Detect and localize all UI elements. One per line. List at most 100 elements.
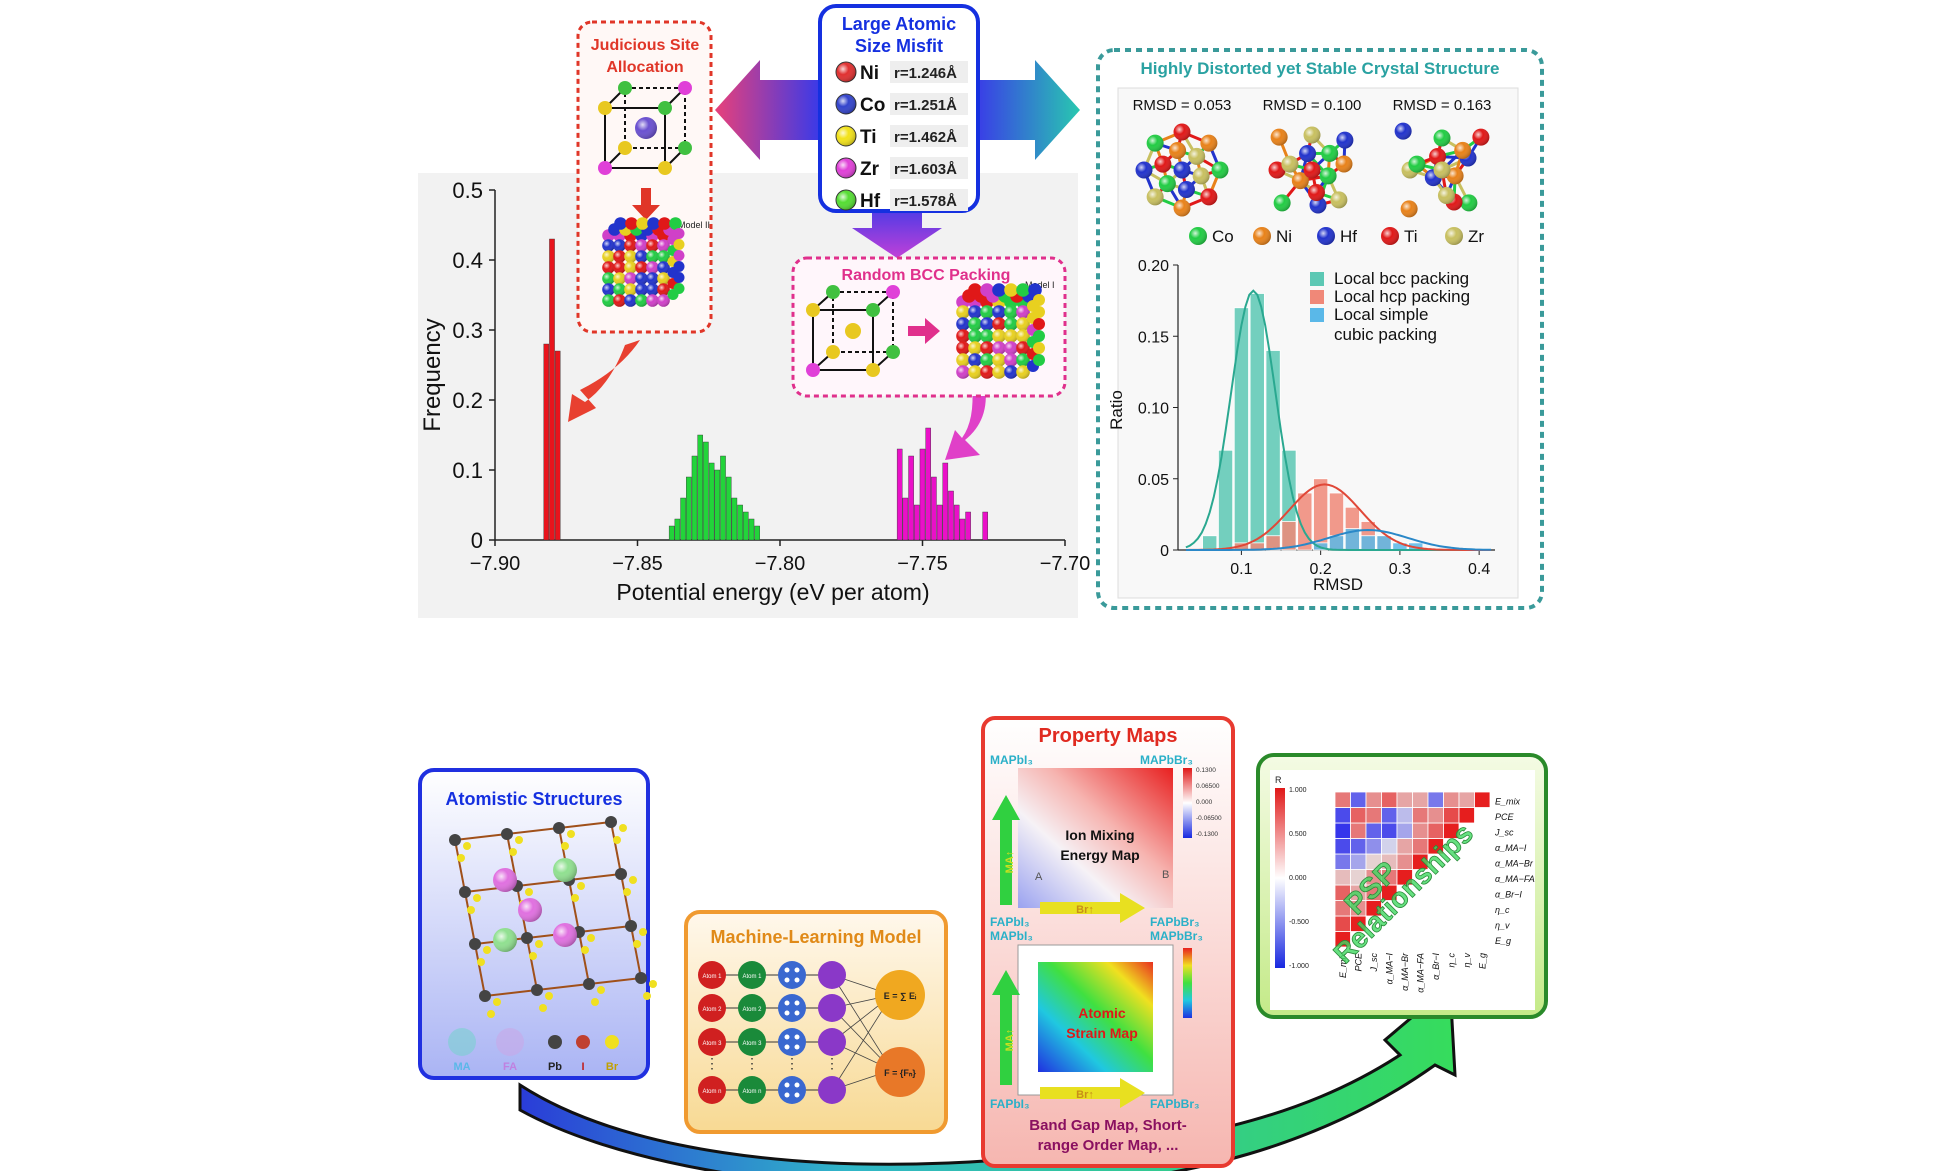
rmsd-fit-curves	[1185, 289, 1491, 551]
atom-shade	[968, 365, 982, 379]
strain-map-title-line1: Atomic	[1078, 1005, 1126, 1021]
pb-atom	[479, 990, 491, 1002]
pb-atom	[469, 938, 481, 950]
descriptor-label: Atom 2	[742, 1007, 762, 1013]
correlation-cell	[1334, 822, 1351, 839]
potential-energy-histogram: 00.10.20.30.40.5 −7.90 −7.85 −7.80 −7.75 −7.…	[419, 178, 1090, 605]
cluster-atom-shade	[1336, 131, 1354, 149]
hidden-dot	[784, 1092, 790, 1098]
hidden-node	[778, 994, 806, 1022]
atom-shade	[602, 283, 615, 296]
correlation-cell	[1350, 838, 1367, 855]
cluster-atom-shade	[1146, 188, 1164, 206]
input-atom-label: Atom n	[702, 1089, 721, 1095]
psp-scale-tick: -1.000	[1289, 963, 1309, 970]
rmsd-legend-label: Local bcc packing	[1334, 269, 1469, 288]
bar-green	[714, 469, 721, 541]
element-dot-shade	[836, 126, 856, 146]
hidden-dot	[784, 967, 790, 973]
atom-shade	[602, 239, 615, 252]
cluster-atom-shade	[1268, 161, 1286, 179]
bar-green	[720, 455, 726, 541]
map2-top-right-label: MAPbBr₃	[1150, 929, 1203, 943]
map1-up-arrow	[992, 795, 1020, 905]
atom-shade	[613, 239, 626, 252]
sc-fit-curve	[1185, 528, 1491, 551]
input-atom-node	[698, 1028, 726, 1056]
radius-cell	[890, 93, 968, 115]
atom-shade	[646, 239, 659, 252]
element-dot-shade	[836, 190, 856, 210]
correlation-cell	[1365, 791, 1382, 808]
legend-atom-label: Hf	[1340, 227, 1357, 246]
bar-green	[686, 476, 692, 541]
rmsd-bar-bcc	[1202, 535, 1218, 551]
atom-shade	[624, 294, 637, 307]
rmsd-x-ticks: 0.1 0.2 0.3 0.4	[1230, 550, 1490, 578]
legend-atom-shade	[1317, 227, 1335, 245]
right-arrow-icon	[908, 318, 940, 344]
map2-top-left-label: MAPbI₃	[990, 929, 1033, 943]
legend-atom-shade	[1445, 227, 1463, 245]
bar-green	[737, 504, 743, 541]
hidden-dot	[794, 1000, 800, 1006]
atom-shade	[646, 294, 659, 307]
neural-network-diagram: Atom 1 Atom 1 Atom 2 Atom 2 Atom 3 Atom 3 Atom…	[698, 961, 925, 1104]
br-atom	[567, 830, 575, 838]
property-footer-line1: Band Gap Map, Short-	[1029, 1117, 1187, 1134]
correlation-cell	[1381, 791, 1398, 808]
energy-map-title-line2: Energy Map	[1060, 847, 1139, 863]
br-atom	[457, 854, 465, 862]
correlation-cell	[1427, 807, 1444, 824]
rmsd-legend-label: Local hcp packing	[1334, 287, 1470, 306]
cluster-atom-shade	[1211, 161, 1229, 179]
atom-shade	[635, 250, 648, 263]
correlation-cell	[1443, 791, 1460, 808]
cluster-atom-shade	[1335, 155, 1353, 173]
descriptor-node	[738, 1076, 766, 1104]
br-atom	[545, 992, 553, 1000]
correlation-cell	[1350, 853, 1367, 870]
atom-shade	[1016, 317, 1030, 331]
br-atom	[535, 940, 543, 948]
map1-right-arrow-label: Br↑	[1076, 904, 1094, 916]
energy-map-scale-ticks: 0.1300 0.06500 0.000 -0.06500 -0.1300	[1196, 767, 1222, 838]
species-legend: MA FA Pb I Br	[448, 1028, 619, 1073]
correlation-cell	[1334, 869, 1351, 886]
br-atom	[515, 836, 523, 844]
correlation-cell	[1474, 791, 1491, 808]
correlation-cell	[1365, 822, 1382, 839]
atom-shade	[1016, 365, 1030, 379]
map1-up-arrow-label: MA↑	[1004, 851, 1016, 874]
psp-row-label: α_MA−FA	[1495, 874, 1535, 884]
hidden-dot	[784, 1010, 790, 1016]
rmsd-legend-swatch	[1310, 308, 1324, 322]
cluster-atom-shade	[1154, 155, 1172, 173]
br-atom	[643, 992, 651, 1000]
atom-shade	[657, 250, 670, 263]
y-axis-label: Frequency	[419, 318, 446, 431]
pb-atom	[553, 822, 565, 834]
atom-shade	[968, 305, 982, 319]
model-ii-supercell	[602, 217, 685, 307]
bar-magenta	[919, 448, 926, 541]
strain-map-title-line2: Strain Map	[1066, 1025, 1138, 1041]
atomistic-structures-box: Atomistic Structures MA FA Pb I Br	[418, 768, 657, 1080]
distorted-title: Highly Distorted yet Stable Crystal Stru…	[1141, 59, 1500, 78]
rmsd-y-tick-label: 0.05	[1138, 472, 1169, 489]
energy-map-title-line1: Ion Mixing	[1065, 827, 1134, 843]
psp-row-label: α_Br−I	[1495, 890, 1522, 900]
rmsd-legend-swatch	[1310, 272, 1324, 286]
atom-shade	[624, 283, 637, 296]
rmsd-y-tick-label: 0.10	[1138, 401, 1169, 418]
br-atom	[493, 998, 501, 1006]
legend-atom-label: Co	[1212, 227, 1234, 246]
size-misfit-box: Large Atomic Size Misfit Ni r=1.246Å Co r=1…	[715, 4, 1080, 258]
property-footer-line2: range Order Map, ...	[1038, 1137, 1179, 1154]
hidden-dot	[794, 1044, 800, 1050]
judicious-site-box: Judicious Site Allocation Model II	[576, 20, 713, 334]
atom-sphere	[673, 250, 685, 261]
atom-sphere	[1028, 283, 1042, 297]
right-gradient-arrow	[975, 60, 1080, 160]
atom-sphere	[992, 283, 1006, 297]
